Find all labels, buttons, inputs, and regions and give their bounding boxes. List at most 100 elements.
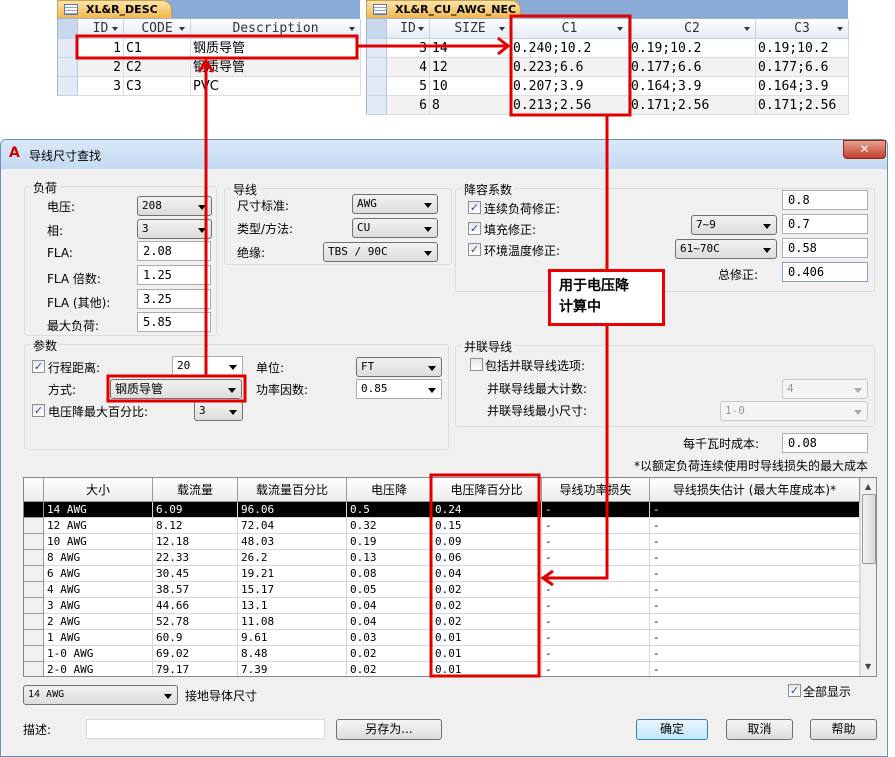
cell-c2[interactable]: 0.164;3.9 bbox=[629, 77, 756, 96]
cell-id[interactable]: 4 bbox=[387, 58, 430, 77]
row-header[interactable] bbox=[24, 582, 44, 598]
insulation-select[interactable]: TBS / 90C bbox=[323, 242, 438, 262]
grid-row[interactable]: 12 AWG 8.12 72.04 0.32 0.15- - bbox=[24, 518, 860, 534]
cancel-button[interactable]: 取消 bbox=[726, 719, 793, 740]
help-button[interactable]: 帮助 bbox=[810, 719, 877, 740]
fla-other-input[interactable]: 3.25 bbox=[137, 289, 211, 309]
cell-id[interactable]: 2 bbox=[78, 58, 124, 77]
power-factor-select[interactable]: 0.85 bbox=[356, 379, 442, 399]
grid-row[interactable]: 3 AWG 44.66 13.1 0.04 0.02- - bbox=[24, 598, 860, 614]
cell-size[interactable]: 12 bbox=[430, 58, 511, 77]
continuous-load-checkbox[interactable]: ✓ bbox=[468, 201, 481, 214]
max-voltage-drop-checkbox[interactable]: ✓ bbox=[32, 404, 45, 417]
scroll-down-icon[interactable]: ▼ bbox=[865, 662, 872, 671]
col-code[interactable]: CODE bbox=[124, 19, 191, 39]
cell-c1[interactable]: 0.240;10.2 bbox=[511, 39, 629, 58]
cell-description[interactable]: 钢质导管 bbox=[191, 39, 361, 58]
unit-select[interactable]: FT bbox=[356, 357, 442, 377]
cell-c1[interactable]: 0.207;3.9 bbox=[511, 77, 629, 96]
title-bar[interactable]: A 导线尺寸查找 ✕ bbox=[1, 140, 887, 169]
cell-c2[interactable]: 0.177;6.6 bbox=[629, 58, 756, 77]
parallel-max-count-select[interactable]: 4 bbox=[782, 379, 868, 399]
col-size[interactable]: SIZE bbox=[430, 19, 511, 39]
col-id[interactable]: ID bbox=[387, 19, 430, 39]
max-load-input[interactable]: 5.85 bbox=[137, 312, 211, 332]
fill-range-select[interactable]: 7~9 bbox=[691, 215, 777, 235]
ambient-range-select[interactable]: 61~70C bbox=[675, 239, 777, 259]
grid-column-header[interactable]: 载流量百分比 bbox=[238, 478, 347, 502]
fill-correction-checkbox[interactable]: ✓ bbox=[468, 222, 481, 235]
col-c1[interactable]: C1 bbox=[511, 19, 629, 39]
row-selector[interactable] bbox=[367, 58, 387, 77]
fill-correction-input[interactable]: 0.7 bbox=[782, 214, 868, 234]
row-selector[interactable] bbox=[58, 77, 78, 96]
grid-column-header[interactable]: 电压降 bbox=[347, 478, 432, 502]
cell-id[interactable]: 6 bbox=[387, 96, 430, 115]
ambient-temp-input[interactable]: 0.58 bbox=[782, 238, 868, 258]
cell-c3[interactable]: 0.177;6.6 bbox=[756, 58, 849, 77]
save-as-button[interactable]: 另存为... bbox=[336, 719, 442, 740]
method-select[interactable]: 钢质导管 bbox=[110, 379, 242, 399]
row-header[interactable] bbox=[24, 518, 44, 534]
total-correction-input[interactable]: 0.406 bbox=[782, 262, 868, 282]
cell-c2[interactable]: 0.19;10.2 bbox=[629, 39, 756, 58]
description-input[interactable] bbox=[86, 719, 325, 739]
ok-button[interactable]: 确定 bbox=[636, 719, 708, 740]
grid-row[interactable]: 10 AWG 12.18 48.03 0.19 0.09- - bbox=[24, 534, 860, 550]
row-selector[interactable] bbox=[58, 58, 78, 77]
row-header[interactable] bbox=[24, 662, 44, 676]
grid-row[interactable]: 8 AWG 22.33 26.2 0.13 0.06- - bbox=[24, 550, 860, 566]
cell-id[interactable]: 3 bbox=[387, 39, 430, 58]
grid-row[interactable]: 1-0 AWG 69.02 8.48 0.02 0.01- - bbox=[24, 646, 860, 662]
fla-multiplier-input[interactable]: 1.25 bbox=[137, 265, 211, 285]
cell-c3[interactable]: 0.164;3.9 bbox=[756, 77, 849, 96]
cell-size[interactable]: 10 bbox=[430, 77, 511, 96]
col-id[interactable]: ID bbox=[78, 19, 124, 39]
row-header[interactable] bbox=[24, 566, 44, 582]
row-header[interactable] bbox=[24, 646, 44, 662]
cell-code[interactable]: C3 bbox=[124, 77, 191, 96]
row-header[interactable] bbox=[24, 630, 44, 646]
col-c2[interactable]: C2 bbox=[629, 19, 756, 39]
cell-c3[interactable]: 0.19;10.2 bbox=[756, 39, 849, 58]
voltage-select[interactable]: 208 bbox=[137, 196, 212, 216]
awg-table-tab[interactable]: XL&R_CU_AWG_NEC bbox=[366, 0, 521, 18]
scroll-up-icon[interactable]: ▲ bbox=[865, 482, 872, 491]
col-description[interactable]: Description bbox=[191, 19, 361, 39]
grid-scrollbar[interactable]: ▲ ▼ bbox=[860, 478, 876, 676]
cell-id[interactable]: 3 bbox=[78, 77, 124, 96]
row-selector[interactable] bbox=[367, 39, 387, 58]
grid-row[interactable]: 2-0 AWG 79.17 7.39 0.02 0.01- - bbox=[24, 662, 860, 676]
scroll-thumb[interactable] bbox=[862, 494, 876, 564]
select-all[interactable] bbox=[58, 19, 78, 39]
select-all[interactable] bbox=[367, 19, 387, 39]
grid-row[interactable]: 6 AWG 30.45 19.21 0.08 0.04- - bbox=[24, 566, 860, 582]
fla-input[interactable]: 2.08 bbox=[137, 241, 211, 261]
cell-id[interactable]: 5 bbox=[387, 77, 430, 96]
cell-c1[interactable]: 0.223;6.6 bbox=[511, 58, 629, 77]
grid-column-header[interactable]: 导线损失估计 (最大年度成本)* bbox=[650, 478, 860, 502]
grid-row[interactable]: 14 AWG 6.09 96.06 0.5 0.24- - bbox=[24, 502, 860, 518]
col-c3[interactable]: C3 bbox=[756, 19, 849, 39]
continuous-load-input[interactable]: 0.8 bbox=[782, 190, 868, 210]
row-header[interactable] bbox=[24, 614, 44, 630]
cell-code[interactable]: C2 bbox=[124, 58, 191, 77]
cell-c3[interactable]: 0.171;2.56 bbox=[756, 96, 849, 115]
row-selector[interactable] bbox=[367, 96, 387, 115]
run-distance-checkbox[interactable]: ✓ bbox=[32, 360, 45, 373]
cost-per-kwh-input[interactable]: 0.08 bbox=[782, 433, 868, 453]
close-button[interactable]: ✕ bbox=[843, 140, 886, 159]
grid-column-header[interactable]: 载流量 bbox=[153, 478, 238, 502]
row-header[interactable] bbox=[24, 534, 44, 550]
grid-row[interactable]: 1 AWG 60.9 9.61 0.03 0.01- - bbox=[24, 630, 860, 646]
grid-column-header[interactable]: 导线功率损失 bbox=[542, 478, 650, 502]
type-method-select[interactable]: CU bbox=[352, 218, 438, 238]
row-header[interactable] bbox=[24, 502, 44, 518]
phase-select[interactable]: 3 bbox=[137, 219, 212, 239]
row-header[interactable] bbox=[24, 550, 44, 566]
parallel-min-size-select[interactable]: 1-0 bbox=[720, 401, 868, 421]
grid-row[interactable]: 4 AWG 38.57 15.17 0.05 0.02- - bbox=[24, 582, 860, 598]
cell-c2[interactable]: 0.171;2.56 bbox=[629, 96, 756, 115]
row-selector[interactable] bbox=[367, 77, 387, 96]
ground-size-select[interactable]: 14 AWG bbox=[23, 685, 178, 705]
